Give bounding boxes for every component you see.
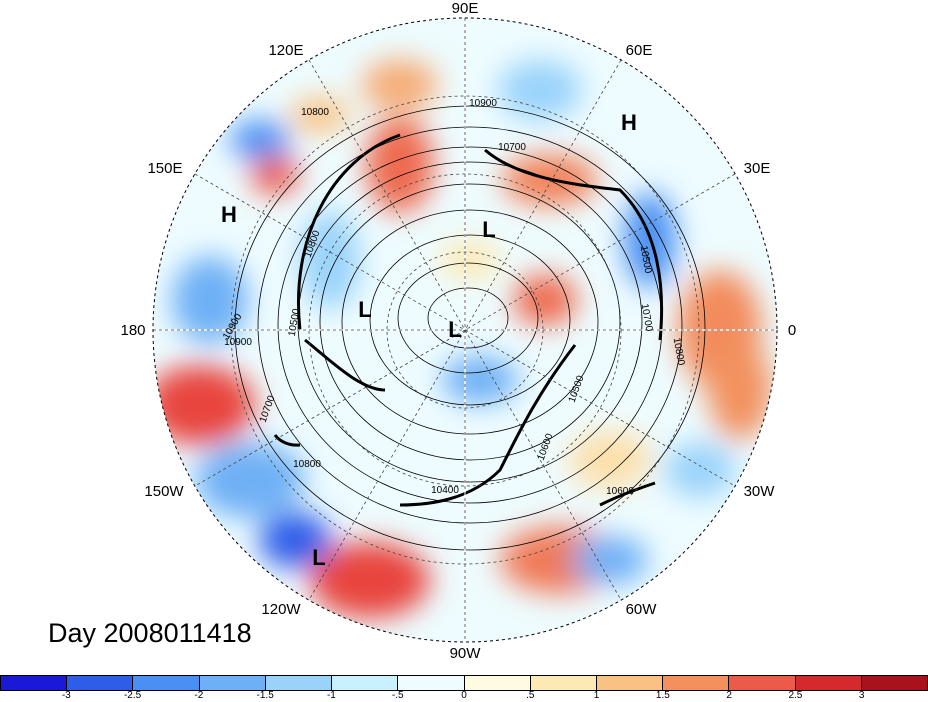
pressure-centers: H H L L L L [221,110,637,570]
colorbar-swatch [729,676,796,690]
contour-label: 10500 [638,245,654,275]
colorbar-swatch [861,676,928,690]
high-center: H [221,202,237,227]
contour-label: 10800 [671,337,687,367]
colorbar-tick-label: -1.5 [256,690,274,701]
contour-label: 10800 [301,107,329,118]
colorbar-swatch [133,676,200,690]
lon-label-90e: 90E [452,0,479,17]
colorbar-tick-label: -2 [194,690,204,701]
colorbar-tick-label: -1 [326,690,336,701]
contour-label: 10800 [293,459,321,470]
lon-label-150w: 150W [144,483,184,500]
low-center: L [358,297,371,322]
lon-label-150e: 150E [147,160,182,177]
colorbar-tick-label: .5 [526,690,535,701]
contour-label: 10700 [639,303,655,333]
colorbar-tick-label: 1.5 [655,690,670,701]
low-center: L [482,217,495,242]
lon-label-90w: 90W [450,645,482,662]
colorbar-swatch [464,676,531,690]
contour-label: 10400 [431,485,459,496]
colorbar-tick-label: -3 [61,690,71,701]
high-center: H [621,110,637,135]
colorbar-tick-label: 1 [593,690,600,701]
lon-label-60e: 60E [626,42,653,59]
lon-label-0: 0 [788,322,796,339]
colorbar-tick-label: 3 [858,690,865,701]
lon-label-120w: 120W [261,601,301,618]
colorbar-swatch [1,676,68,690]
colorbar-swatch [265,676,333,690]
colorbar-swatch [596,676,664,690]
colorbar-tick-label: 2.5 [788,690,803,701]
lon-label-120e: 120E [268,42,303,59]
colorbar-swatch [332,676,399,690]
contour-label: 10900 [224,337,252,348]
low-center: L [312,545,325,570]
colorbar-swatch [663,676,730,690]
colorbar-swatch [199,676,266,690]
graticule [152,17,778,643]
contour-label: 10900 [469,98,497,109]
low-center: L [448,317,461,342]
colorbar-swatch [398,676,465,690]
colorbar [0,675,928,691]
geopotential-contours [234,105,706,551]
date-label: Day 2008011418 [48,618,252,648]
colorbar-tick-label: 2 [726,690,732,701]
longitude-labels: 90E 60E 30E 0 30W 60W 90W 120W 150W 180 … [120,0,796,662]
contour-label: 10700 [498,142,526,153]
colorbar-tick-label: 0 [461,690,467,701]
lon-label-30e: 30E [744,160,771,177]
colorbar-swatch [67,676,134,690]
colorbar-swatch [795,676,862,690]
colorbar-swatch [530,676,597,690]
lon-label-30w: 30W [744,483,776,500]
colorbar-tick-label: -.5 [391,690,404,701]
colorbar-labels: -3 -2.5 -2 -1.5 -1 -.5 0 .5 1 1.5 2 2.5 3 [0,690,928,702]
contour-label: 10500 [287,307,303,337]
colorbar-tick-label: -2.5 [123,690,142,701]
contour-label: 10600 [606,486,634,497]
lon-label-180: 180 [120,322,145,339]
lon-label-60w: 60W [626,601,658,618]
